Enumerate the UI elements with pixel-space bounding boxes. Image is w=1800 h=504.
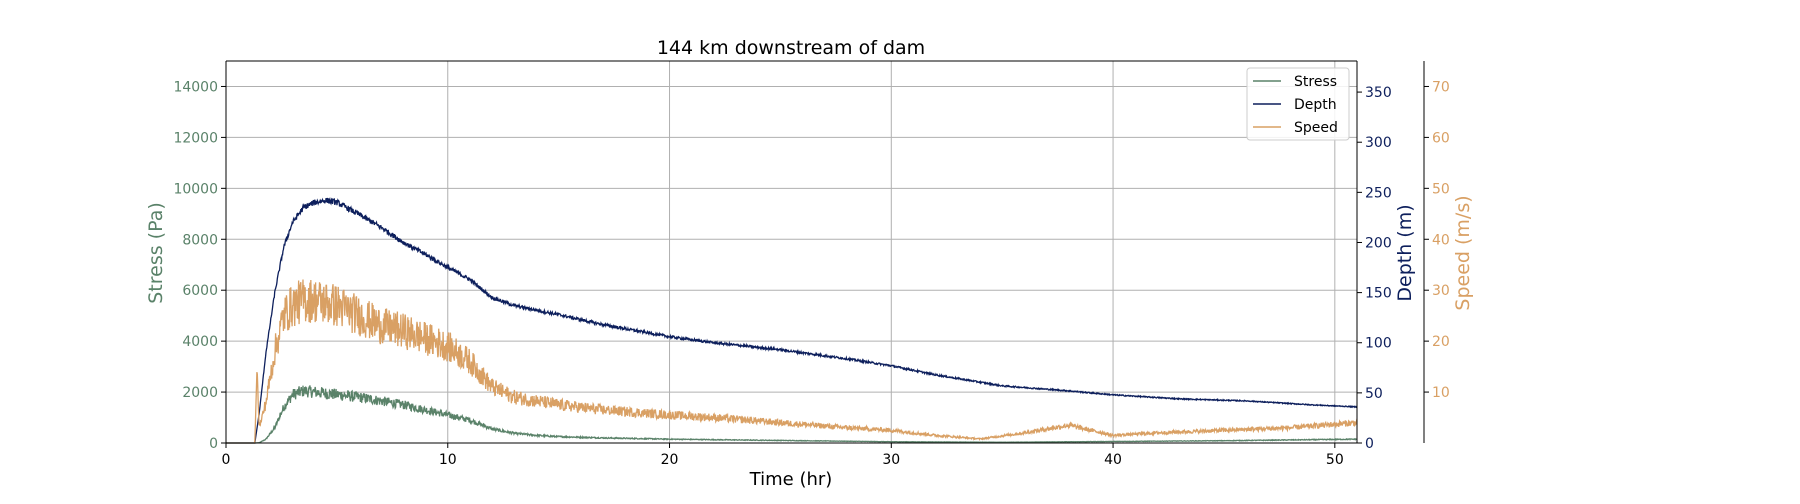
x-tick-label: 50: [1326, 452, 1344, 468]
depth-tick-label: 50: [1365, 386, 1383, 402]
depth-tick-label: 350: [1365, 85, 1392, 101]
stress-tick-label: 14000: [173, 79, 218, 95]
stress-tick-label: 12000: [173, 130, 218, 146]
depth-tick-label: 150: [1365, 286, 1392, 302]
x-tick-label: 0: [222, 452, 231, 468]
series-line-depth: [226, 197, 1358, 444]
legend-label-speed: Speed: [1294, 120, 1338, 136]
depth-tick-label: 200: [1365, 235, 1392, 251]
series-line-speed: [226, 279, 1358, 444]
x-tick-label: 10: [439, 452, 457, 468]
stress-tick-label: 6000: [182, 283, 218, 299]
legend: Stress Depth Speed: [1246, 67, 1350, 141]
speed-tick-label: 40: [1432, 232, 1450, 248]
speed-tick-label: 30: [1432, 283, 1450, 299]
speed-tick-label: 70: [1432, 79, 1450, 95]
x-axis-label: Time (hr): [749, 469, 833, 490]
stress-tick-label: 4000: [182, 334, 218, 350]
legend-label-depth: Depth: [1294, 97, 1337, 113]
stress-tick-label: 8000: [182, 232, 218, 248]
x-tick-label: 30: [882, 452, 900, 468]
series-line-stress: [226, 385, 1358, 444]
depth-tick-label: 300: [1365, 135, 1392, 151]
stress-axis-label: Stress (Pa): [145, 202, 167, 304]
depth-tick-label: 100: [1365, 336, 1392, 352]
speed-tick-label: 20: [1432, 334, 1450, 350]
speed-axis-label: Speed (m/s): [1452, 195, 1474, 310]
speed-tick-label: 60: [1432, 130, 1450, 146]
depth-axis-label: Depth (m): [1394, 204, 1416, 301]
stress-tick-label: 0: [209, 436, 218, 452]
chart-title: 144 km downstream of dam: [657, 37, 925, 59]
depth-tick-label: 0: [1365, 436, 1374, 452]
speed-tick-label: 50: [1432, 181, 1450, 197]
stress-tick-label: 2000: [182, 385, 218, 401]
stress-tick-label: 10000: [173, 181, 218, 197]
depth-tick-label: 250: [1365, 185, 1392, 201]
legend-label-stress: Stress: [1294, 74, 1337, 90]
legend-box: [1246, 67, 1350, 141]
x-tick-label: 20: [661, 452, 679, 468]
speed-tick-label: 10: [1432, 385, 1450, 401]
x-tick-label: 40: [1104, 452, 1122, 468]
